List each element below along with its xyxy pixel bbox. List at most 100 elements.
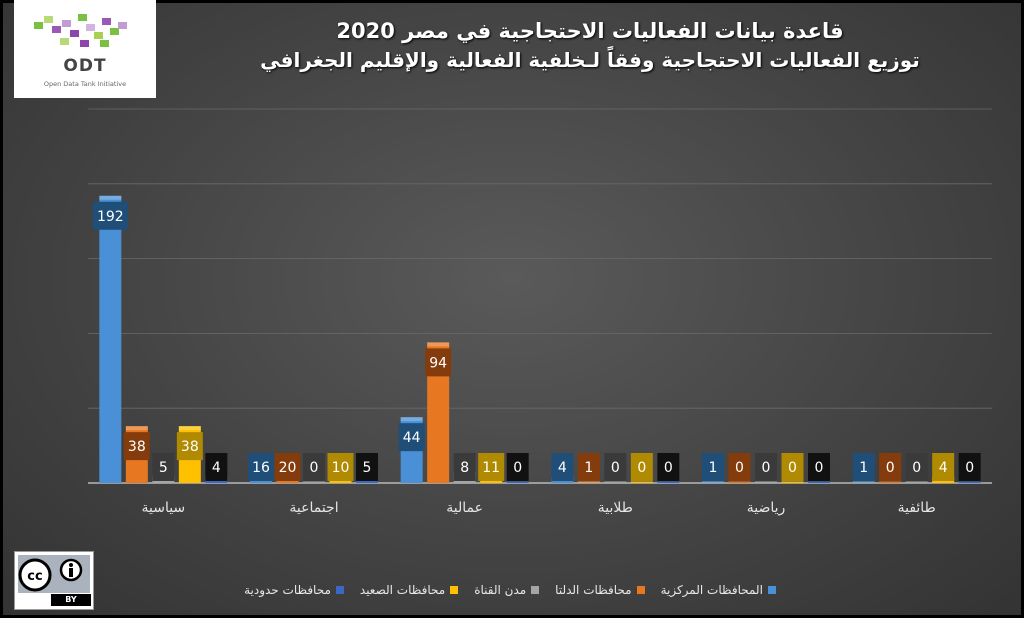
bar bbox=[781, 481, 804, 483]
category-label: طائفية bbox=[898, 500, 936, 516]
bar bbox=[427, 342, 450, 483]
bar bbox=[808, 481, 830, 483]
category-label: رياضية bbox=[747, 500, 786, 516]
data-label: 0 bbox=[912, 460, 921, 476]
grid-lines bbox=[88, 108, 992, 484]
data-label: 8 bbox=[460, 460, 469, 476]
bar bbox=[905, 481, 928, 483]
data-label-box bbox=[327, 453, 354, 481]
data-label: 1 bbox=[584, 460, 593, 476]
data-label: 0 bbox=[735, 460, 744, 476]
svg-text:cc: cc bbox=[27, 569, 42, 584]
data-label: 16 bbox=[252, 460, 270, 476]
chart-title: قاعدة بيانات الفعاليات الاحتجاجية في مصر… bbox=[336, 19, 844, 43]
data-label: 38 bbox=[181, 439, 199, 455]
data-label-box bbox=[808, 453, 830, 481]
data-label-box bbox=[123, 432, 150, 461]
data-label-box bbox=[755, 453, 777, 481]
data-label: 1 bbox=[709, 460, 718, 476]
legend-label: محافظات الصعيد bbox=[359, 583, 446, 597]
bar-highlight bbox=[99, 195, 122, 200]
legend-label: محافظات حدودية bbox=[244, 583, 331, 597]
legend-item: المحافظات المركزية bbox=[661, 580, 776, 600]
data-label-box bbox=[852, 453, 875, 481]
data-label: 0 bbox=[513, 460, 522, 476]
data-label-box bbox=[702, 453, 724, 481]
data-label-box bbox=[205, 453, 228, 481]
data-label: 0 bbox=[965, 460, 974, 476]
bar bbox=[506, 481, 529, 483]
bar-highlight bbox=[577, 481, 600, 483]
bar bbox=[604, 481, 627, 483]
cc-by-icon: cc bbox=[18, 555, 91, 606]
data-label-box bbox=[248, 453, 274, 481]
data-label: 4 bbox=[212, 460, 221, 476]
bar-highlight bbox=[427, 342, 450, 347]
data-label: 1 bbox=[859, 460, 868, 476]
data-label: 11 bbox=[482, 460, 500, 476]
data-label: 0 bbox=[762, 460, 771, 476]
legend-item: محافظات الصعيد bbox=[359, 580, 459, 600]
logo-tagline: Open Data Tank Initiative bbox=[43, 80, 127, 88]
data-label-box bbox=[905, 453, 928, 481]
category-label: عمالية bbox=[446, 500, 483, 516]
bar bbox=[728, 481, 751, 483]
cc-by-license-badge: cc BY bbox=[14, 551, 94, 610]
data-label: 44 bbox=[403, 430, 421, 446]
data-label: 94 bbox=[429, 355, 447, 371]
legend: المحافظات المركزية محافظات الدلتا مدن القن… bbox=[160, 580, 860, 600]
category-label: اجتماعية bbox=[289, 500, 338, 516]
data-label: 0 bbox=[815, 460, 824, 476]
data-label-box bbox=[425, 348, 452, 377]
legend-swatch bbox=[335, 586, 344, 594]
category-label: طلابية bbox=[598, 500, 633, 516]
chart-titles: قاعدة بيانات الفعاليات الاحتجاجية في مصر… bbox=[160, 16, 1020, 74]
data-label-box bbox=[781, 453, 804, 481]
data-label-box bbox=[506, 453, 529, 481]
bar bbox=[702, 481, 724, 483]
data-label-box bbox=[630, 453, 653, 481]
data-label-box bbox=[958, 453, 981, 481]
data-label: 38 bbox=[128, 439, 146, 455]
data-label-box bbox=[728, 453, 751, 481]
legend-label: المحافظات المركزية bbox=[660, 583, 763, 597]
legend-swatch bbox=[531, 586, 540, 594]
bar bbox=[630, 481, 653, 483]
bar bbox=[303, 481, 325, 483]
data-label-box bbox=[356, 453, 378, 481]
license-label: BY bbox=[65, 595, 77, 604]
bar bbox=[958, 481, 981, 483]
data-label-box bbox=[932, 453, 955, 481]
data-label-box bbox=[152, 453, 175, 481]
data-label: 192 bbox=[97, 209, 124, 225]
legend-item: محافظات الدلتا bbox=[555, 580, 645, 600]
data-label: 0 bbox=[788, 460, 797, 476]
odt-logo-mark bbox=[34, 14, 127, 47]
bar bbox=[852, 481, 875, 483]
odt-logo: ODT Open Data Tank Initiative bbox=[14, 0, 156, 98]
data-label-box bbox=[92, 201, 128, 230]
data-label: 0 bbox=[637, 460, 646, 476]
legend-label: محافظات الدلتا bbox=[555, 583, 632, 597]
data-label: 5 bbox=[159, 460, 168, 476]
legend-swatch bbox=[450, 586, 459, 594]
data-label: 10 bbox=[332, 460, 350, 476]
data-label-box bbox=[577, 453, 600, 481]
bar bbox=[657, 481, 680, 483]
data-label-box bbox=[274, 453, 301, 481]
data-label: 0 bbox=[310, 460, 319, 476]
bar bbox=[99, 195, 122, 483]
logo-wordmark: ODT bbox=[63, 56, 107, 76]
data-label-box bbox=[551, 453, 574, 481]
data-label: 0 bbox=[886, 460, 895, 476]
data-label-box bbox=[176, 432, 203, 461]
data-label-box bbox=[604, 453, 627, 481]
legend-label: مدن القناة bbox=[474, 583, 527, 597]
chart-subtitle: توزيع الفعاليات الاحتجاجية وفقاً لـخلفية… bbox=[260, 48, 920, 72]
bar-highlight bbox=[125, 426, 148, 431]
bar-highlight bbox=[702, 481, 724, 483]
data-label: 5 bbox=[363, 460, 372, 476]
bar bbox=[879, 481, 902, 483]
